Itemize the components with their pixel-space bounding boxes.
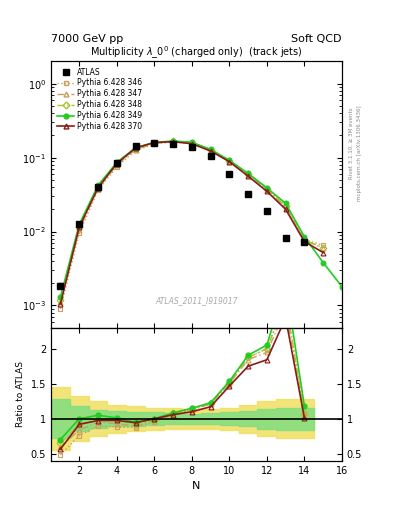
Text: ATLAS_2011_I919017: ATLAS_2011_I919017 bbox=[155, 296, 238, 306]
Text: Soft QCD: Soft QCD bbox=[292, 33, 342, 44]
Legend: ATLAS, Pythia 6.428 346, Pythia 6.428 347, Pythia 6.428 348, Pythia 6.428 349, P: ATLAS, Pythia 6.428 346, Pythia 6.428 34… bbox=[55, 65, 145, 134]
Y-axis label: Ratio to ATLAS: Ratio to ATLAS bbox=[16, 361, 25, 427]
Title: Multiplicity $\lambda\_0^0$ (charged only)  (track jets): Multiplicity $\lambda\_0^0$ (charged onl… bbox=[90, 44, 303, 61]
Text: mcplots.cern.ch [arXiv:1306.3436]: mcplots.cern.ch [arXiv:1306.3436] bbox=[357, 106, 362, 201]
X-axis label: N: N bbox=[192, 481, 201, 491]
Text: Rivet 3.1.10, ≥ 3M events: Rivet 3.1.10, ≥ 3M events bbox=[349, 108, 354, 179]
Text: 7000 GeV pp: 7000 GeV pp bbox=[51, 33, 123, 44]
